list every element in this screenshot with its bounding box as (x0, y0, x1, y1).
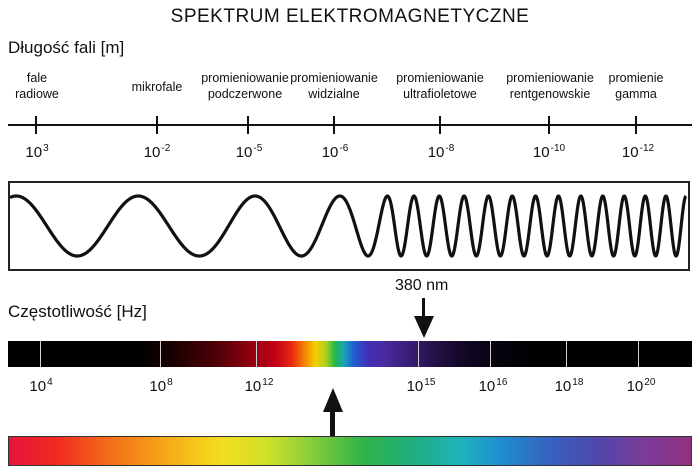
frequency-tick-label: 1018 (554, 377, 584, 395)
wavelength-tick (439, 116, 441, 134)
wavelength-axis-title: Długość fali [m] (8, 38, 125, 57)
zoom-arrow-shaft (330, 410, 335, 437)
wavelength-tick (247, 116, 249, 134)
frequency-tick-label: 1020 (626, 377, 656, 395)
marker-arrow-shaft (422, 298, 425, 320)
frequency-tick-label: 1016 (478, 377, 508, 395)
wave-graphic (10, 194, 688, 258)
marker-arrow-icon (414, 316, 434, 338)
frequency-tick (638, 341, 639, 367)
wavelength-axis-line (8, 124, 692, 126)
frequency-tick-label: 104 (29, 377, 53, 395)
frequency-tick (566, 341, 567, 367)
frequency-spectrum-bar (8, 341, 692, 367)
marker-label: 380 nm (395, 277, 449, 294)
frequency-tick (256, 341, 257, 367)
wavelength-tick (635, 116, 637, 134)
wavelength-tick-label: 10-5 (235, 143, 263, 161)
zoom-arrow-icon (323, 388, 343, 412)
wave-curve (10, 194, 688, 258)
band-label-microwave: mikrofale (131, 80, 183, 94)
frequency-tick (490, 341, 491, 367)
band-label-gamma: promienie gamma (608, 71, 664, 101)
wavelength-tick-label: 10-6 (321, 143, 349, 161)
frequency-axis-title: Częstotliwość [Hz] (8, 302, 147, 321)
wavelength-tick-label: 10-8 (427, 143, 455, 161)
diagram-title: SPEKTRUM ELEKTROMAGNETYCZNE (170, 6, 530, 27)
band-label-infrared: promieniowanie podczerwone (201, 71, 289, 101)
frequency-tick-label: 1012 (244, 377, 274, 395)
band-label-radio: fale radiowe (15, 71, 59, 101)
wave-illustration (8, 181, 690, 271)
wavelength-tick (35, 116, 37, 134)
visible-spectrum-bar (8, 436, 692, 466)
frequency-tick (418, 341, 419, 367)
wavelength-tick (333, 116, 335, 134)
band-label-ultraviolet: promieniowanie ultrafioletowe (396, 71, 484, 101)
band-label-xray: promieniowanie rentgenowskie (506, 71, 594, 101)
band-label-visible: promieniowanie widzialne (290, 71, 378, 101)
frequency-tick-label: 1015 (406, 377, 436, 395)
frequency-tick (160, 341, 161, 367)
frequency-tick (40, 341, 41, 367)
wavelength-tick (548, 116, 550, 134)
wavelength-tick-label: 103 (25, 143, 49, 161)
frequency-tick-label: 108 (149, 377, 173, 395)
wavelength-tick-label: 10-2 (143, 143, 171, 161)
wavelength-tick (156, 116, 158, 134)
wavelength-tick-label: 10-12 (621, 143, 655, 161)
wavelength-tick-label: 10-10 (532, 143, 566, 161)
